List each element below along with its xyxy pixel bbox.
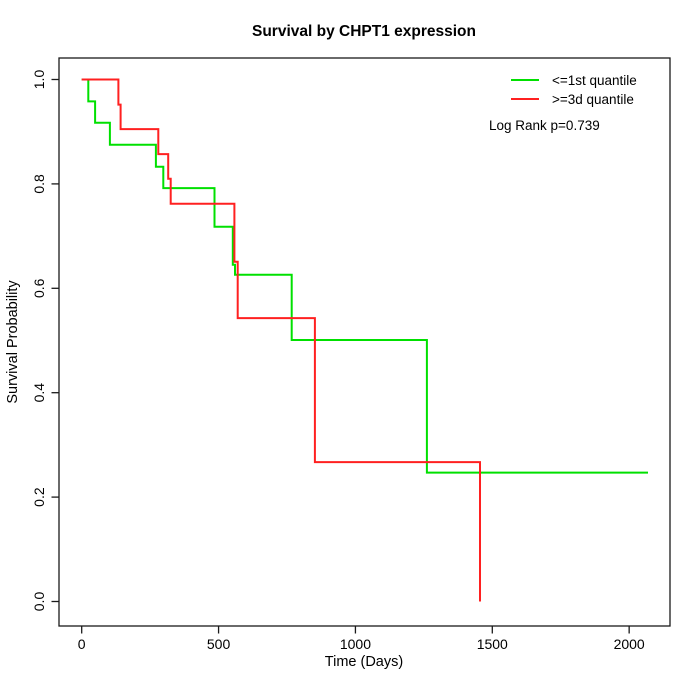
- x-tick-label: 1000: [340, 636, 371, 652]
- y-axis-label: Survival Probability: [5, 280, 21, 404]
- y-tick-label: 0.8: [31, 174, 47, 194]
- x-axis-ticks: 0 500 1000 1500 2000: [78, 626, 645, 652]
- plot-box: [58, 57, 671, 627]
- survival-curve-high-quantile: [81, 78, 481, 602]
- chart-title: Survival by CHPT1 expression: [252, 23, 476, 40]
- legend-label-high-quantile: >=3d quantile: [552, 92, 634, 107]
- log-rank-pvalue: Log Rank p=0.739: [489, 118, 600, 133]
- survival-curves: [81, 78, 648, 602]
- y-tick-label: 0.6: [31, 278, 47, 298]
- y-tick-label: 0.0: [31, 592, 47, 612]
- legend-label-low-quantile: <=1st quantile: [552, 73, 637, 88]
- y-axis-ticks: 0.0 0.2 0.4 0.6 0.8 1.0: [31, 70, 59, 612]
- x-axis-label: Time (Days): [325, 654, 403, 670]
- x-tick-label: 500: [207, 636, 231, 652]
- y-tick-label: 0.4: [31, 383, 47, 403]
- x-tick-label: 0: [78, 636, 86, 652]
- x-tick-label: 1500: [477, 636, 508, 652]
- survival-curve-low-quantile: [81, 78, 648, 474]
- legend: <=1st quantile >=3d quantile Log Rank p=…: [489, 73, 637, 133]
- x-tick-label: 2000: [614, 636, 645, 652]
- y-tick-label: 0.2: [31, 487, 47, 507]
- y-tick-label: 1.0: [31, 70, 47, 90]
